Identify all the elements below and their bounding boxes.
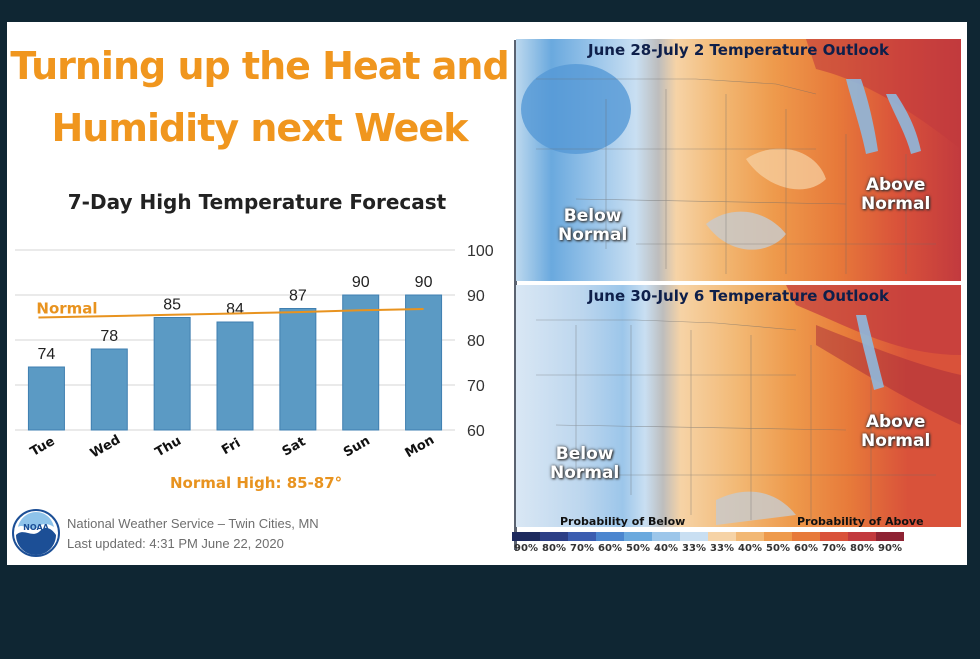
map-1-below-normal-label: Below Normal (558, 207, 627, 245)
y-tick-label: 90 (467, 288, 485, 305)
map-2-normal-word: Normal (550, 463, 620, 483)
probability-legend-bar (512, 532, 904, 541)
normal-line-label: Normal (36, 300, 97, 318)
data-label: 87 (289, 288, 307, 305)
x-tick-label: Wed (88, 432, 123, 461)
normal-high-text: Normal High: 85-87° (170, 474, 343, 492)
bar-sat (279, 308, 317, 431)
data-label: 74 (38, 346, 56, 363)
map-1-below-word: Below (563, 206, 622, 226)
legend-swatch (512, 532, 540, 541)
map-1-normal-word: Normal (558, 225, 628, 245)
y-tick-label: 80 (467, 333, 485, 350)
legend-swatch (764, 532, 792, 541)
last-updated-text: Last updated: 4:31 PM June 22, 2020 (67, 536, 284, 551)
y-tick-label: 100 (467, 243, 494, 260)
outlook-map-2-graphic (516, 285, 961, 527)
outlook-map-2-title: June 30-July 6 Temperature Outlook (588, 287, 889, 305)
legend-swatch (540, 532, 568, 541)
legend-swatch (820, 532, 848, 541)
legend-swatch (848, 532, 876, 541)
legend-swatch (736, 532, 764, 541)
legend-swatch (652, 532, 680, 541)
data-label: 85 (163, 297, 181, 314)
legend-percent-label: 80% (850, 543, 874, 554)
data-label: 84 (226, 301, 244, 318)
x-tick-label: Mon (403, 433, 437, 462)
legend-percent-label: 33% (682, 543, 706, 554)
x-tick-label: Sat (280, 434, 309, 459)
outlook-map-1: June 28-July 2 Temperature Outlook Below… (516, 39, 961, 281)
bar-sun (342, 294, 380, 431)
map-2-above-normal-label: Above Normal (861, 413, 930, 451)
legend-percent-label: 90% (878, 543, 902, 554)
probability-above-title: Probability of Above (797, 515, 924, 528)
bar-mon (405, 294, 443, 431)
legend-swatch (792, 532, 820, 541)
forecast-chart: 60 70 80 90 100 74 Tue 78 Wed 85 Thu 84 Fri 87 Sat 90 Su… (15, 243, 494, 462)
legend-swatch (624, 532, 652, 541)
legend-swatch (568, 532, 596, 541)
legend-percent-label: 40% (738, 543, 762, 554)
y-tick-label: 60 (467, 423, 485, 440)
nws-office-text: National Weather Service – Twin Cities, … (67, 516, 319, 531)
legend-swatch (596, 532, 624, 541)
map-1-normal-word-2: Normal (861, 194, 931, 214)
legend-swatch (876, 532, 904, 541)
x-tick-label: Tue (28, 434, 58, 460)
map-2-below-normal-label: Below Normal (550, 445, 619, 483)
map-2-normal-word-2: Normal (861, 431, 931, 451)
y-tick-label: 70 (467, 378, 485, 395)
legend-percent-label: 60% (598, 543, 622, 554)
chart-title: 7-Day High Temperature Forecast (67, 190, 447, 214)
outlook-map-2: June 30-July 6 Temperature Outlook Below… (516, 285, 961, 527)
legend-swatch (680, 532, 708, 541)
x-tick-label: Thu (153, 434, 184, 461)
bar-wed (90, 348, 128, 431)
bar-thu (153, 317, 191, 431)
legend-percent-label: 80% (542, 543, 566, 554)
probability-legend-labels: 90% 80% 70% 60% 50% 40% 33% 33% 40% 50% 60% 70% 80% 9… (512, 543, 904, 554)
normal-line (38, 307, 424, 319)
bar-tue (27, 366, 65, 431)
map-1-above-normal-label: Above Normal (861, 176, 930, 214)
map-1-above-word: Above (865, 175, 926, 195)
legend-percent-label: 90% (514, 543, 538, 554)
legend-percent-label: 60% (794, 543, 818, 554)
outlook-map-1-title: June 28-July 2 Temperature Outlook (588, 41, 889, 59)
legend-percent-label: 50% (766, 543, 790, 554)
bar-fri (216, 321, 254, 431)
map-2-below-word: Below (555, 444, 614, 464)
noaa-logo-icon: NOAA (12, 509, 60, 557)
data-label: 78 (100, 328, 118, 345)
legend-swatch (708, 532, 736, 541)
headline-line-2: Humidity next Week (51, 106, 469, 150)
outlook-map-1-graphic (516, 39, 961, 281)
x-tick-label: Sun (341, 434, 373, 461)
noaa-logo-text: NOAA (23, 523, 49, 532)
headline-line-1: Turning up the Heat and (10, 44, 509, 88)
legend-percent-label: 40% (654, 543, 678, 554)
slide: Turning up the Heat and Humidity next We… (7, 22, 967, 565)
data-label: 90 (352, 274, 370, 291)
legend-percent-label: 33% (710, 543, 734, 554)
probability-below-title: Probability of Below (560, 515, 686, 528)
data-label: 90 (415, 274, 433, 291)
legend-percent-label: 50% (626, 543, 650, 554)
map-2-above-word: Above (865, 412, 926, 432)
legend-percent-label: 70% (570, 543, 594, 554)
legend-percent-label: 70% (822, 543, 846, 554)
x-tick-label: Fri (219, 436, 243, 458)
panel-divider (514, 40, 517, 550)
